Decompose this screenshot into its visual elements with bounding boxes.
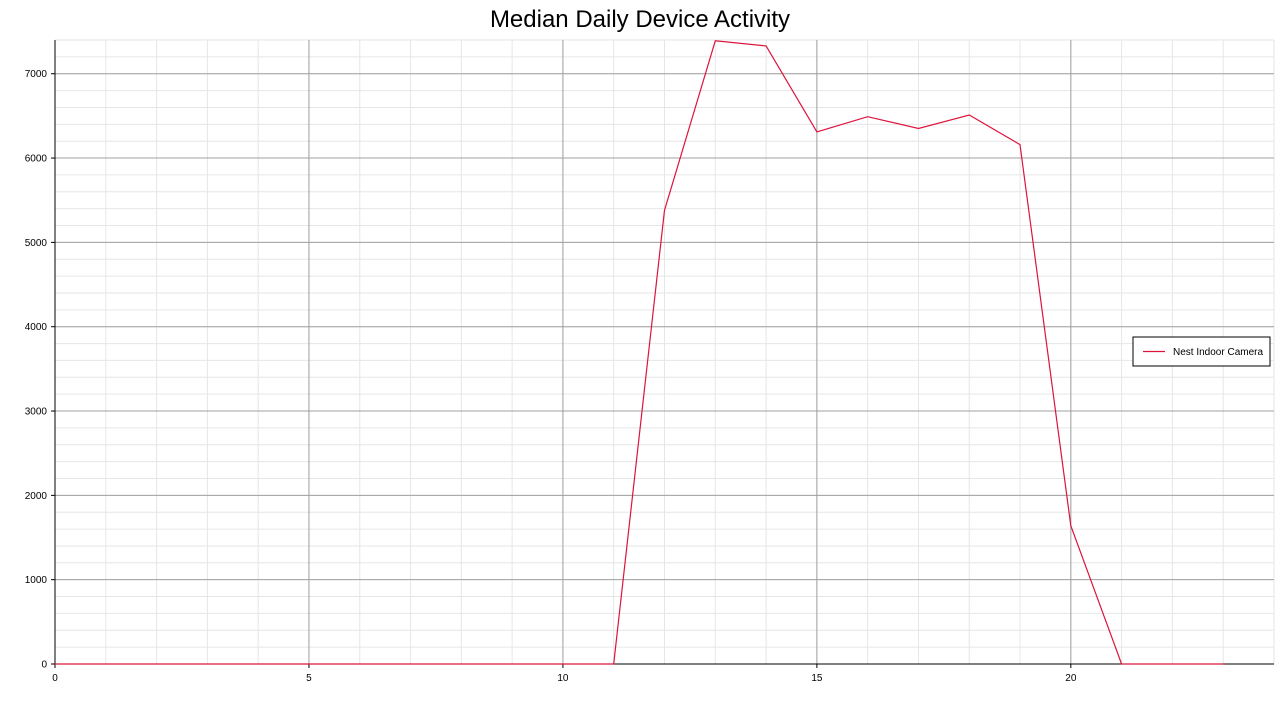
legend-box bbox=[1132, 336, 1271, 367]
x-tick-label: 0 bbox=[52, 673, 58, 684]
y-tick-label: 1000 bbox=[25, 575, 48, 586]
y-tick-label: 7000 bbox=[25, 69, 48, 80]
minor-grid bbox=[54, 39, 1275, 665]
y-tick-label: 6000 bbox=[25, 154, 48, 165]
legend-label: Nest Indoor Camera bbox=[1173, 347, 1263, 358]
tick-labels: 0 1000 2000 3000 4000 5000 6000 7000 0 5 10 15 20 bbox=[25, 69, 1077, 684]
x-tick-label: 20 bbox=[1065, 673, 1077, 684]
series-lines bbox=[55, 40, 1224, 665]
chart-title: Median Daily Device Activity bbox=[489, 6, 791, 33]
major-grid bbox=[55, 40, 1274, 664]
y-tick-label: 3000 bbox=[25, 407, 48, 418]
y-tick-label: 0 bbox=[41, 660, 47, 671]
y-tick-label: 4000 bbox=[25, 322, 48, 333]
legend: Nest Indoor Camera bbox=[1132, 336, 1271, 367]
x-tick-label: 5 bbox=[306, 673, 312, 684]
y-tick-label: 5000 bbox=[25, 238, 48, 249]
series-line bbox=[55, 40, 1224, 665]
x-tick-label: 10 bbox=[557, 673, 569, 684]
x-tick-label: 15 bbox=[811, 673, 823, 684]
y-tick-label: 2000 bbox=[25, 491, 48, 502]
